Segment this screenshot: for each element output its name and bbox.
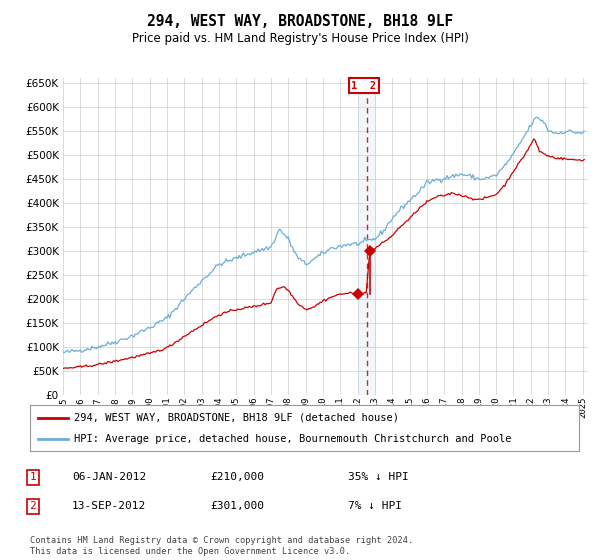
Text: 294, WEST WAY, BROADSTONE, BH18 9LF: 294, WEST WAY, BROADSTONE, BH18 9LF (147, 14, 453, 29)
Text: 294, WEST WAY, BROADSTONE, BH18 9LF (detached house): 294, WEST WAY, BROADSTONE, BH18 9LF (det… (74, 413, 399, 423)
Bar (358, 78, 375, 395)
Text: 1  2: 1 2 (352, 81, 376, 91)
Text: Price paid vs. HM Land Registry's House Price Index (HPI): Price paid vs. HM Land Registry's House … (131, 32, 469, 45)
Text: HPI: Average price, detached house, Bournemouth Christchurch and Poole: HPI: Average price, detached house, Bour… (74, 435, 511, 444)
Text: 06-JAN-2012: 06-JAN-2012 (72, 472, 146, 482)
Text: £210,000: £210,000 (210, 472, 264, 482)
Text: 1: 1 (29, 472, 37, 482)
Text: 13-SEP-2012: 13-SEP-2012 (72, 501, 146, 511)
Text: 7% ↓ HPI: 7% ↓ HPI (348, 501, 402, 511)
Text: 2: 2 (29, 501, 37, 511)
Text: 35% ↓ HPI: 35% ↓ HPI (348, 472, 409, 482)
Text: Contains HM Land Registry data © Crown copyright and database right 2024.
This d: Contains HM Land Registry data © Crown c… (30, 536, 413, 556)
Text: £301,000: £301,000 (210, 501, 264, 511)
